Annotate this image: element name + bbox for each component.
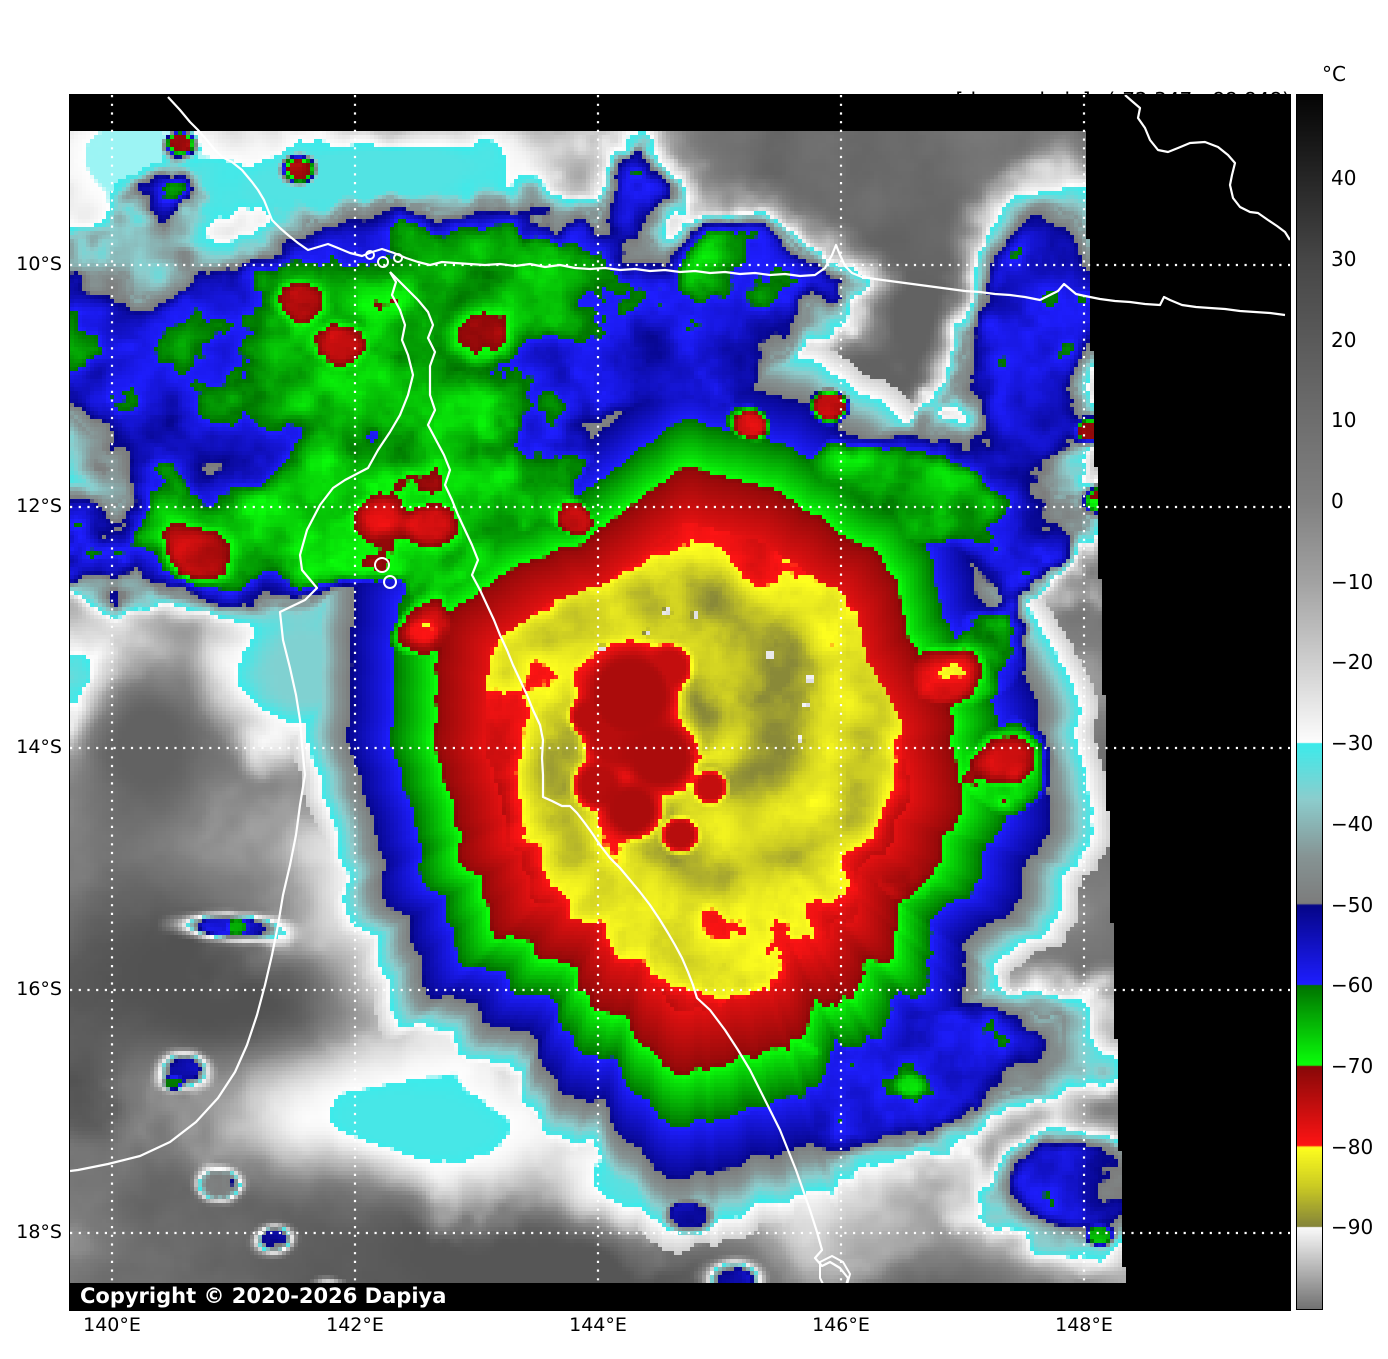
colorbar-tick-label: −40 (1331, 811, 1374, 836)
colorbar-unit-label: °C (1322, 62, 1346, 86)
colorbar-tick-label: 40 (1331, 166, 1357, 191)
colorbar-tick-label: 0 (1331, 489, 1344, 513)
map-plot-area: Copyright © 2020-2026 Dapiya (69, 94, 1291, 1311)
satellite-image-canvas (70, 95, 1290, 1310)
map-overlay-layer (70, 95, 1290, 1310)
lat-tick-label: 12°S (16, 495, 62, 517)
lon-tick-label: 148°E (1055, 1314, 1113, 1336)
colorbar-tick-label: 20 (1331, 327, 1357, 352)
island-outline (383, 575, 397, 589)
lon-tick-label: 140°E (83, 1314, 141, 1336)
island-outline (377, 256, 389, 268)
coastline (389, 271, 853, 1310)
colorbar-tick-label: −10 (1331, 569, 1374, 594)
lon-tick-label: 142°E (326, 1314, 384, 1336)
colorbar-tick-label: 10 (1331, 408, 1357, 433)
colorbar-tick-label: −20 (1331, 650, 1374, 675)
colorbar-tick-label: −50 (1331, 892, 1374, 917)
colorbar-tick-label: −90 (1331, 1215, 1374, 1240)
colorbar-tick-label: 30 (1331, 246, 1357, 271)
lat-tick-label: 18°S (16, 1221, 62, 1243)
island-outline (374, 557, 390, 573)
colorbar-gradient (1296, 94, 1323, 1310)
colorbar-tick-label: −70 (1331, 1054, 1374, 1079)
coastline (167, 96, 1286, 317)
island-outline (393, 253, 403, 263)
colorbar-tick-label: −30 (1331, 731, 1374, 756)
lat-tick-label: 16°S (16, 978, 62, 1000)
lat-tick-label: 14°S (16, 736, 62, 758)
coastline (1124, 95, 1290, 241)
island-outline (365, 250, 375, 260)
colorbar-tick-label: −80 (1331, 1134, 1374, 1159)
colorbar-tick-label: −60 (1331, 973, 1374, 998)
coastline (70, 271, 415, 1173)
lon-tick-label: 146°E (812, 1314, 870, 1336)
copyright-label: Copyright © 2020-2026 Dapiya (70, 1283, 1290, 1310)
lat-tick-label: 10°S (16, 253, 62, 275)
lon-tick-label: 144°E (569, 1314, 627, 1336)
